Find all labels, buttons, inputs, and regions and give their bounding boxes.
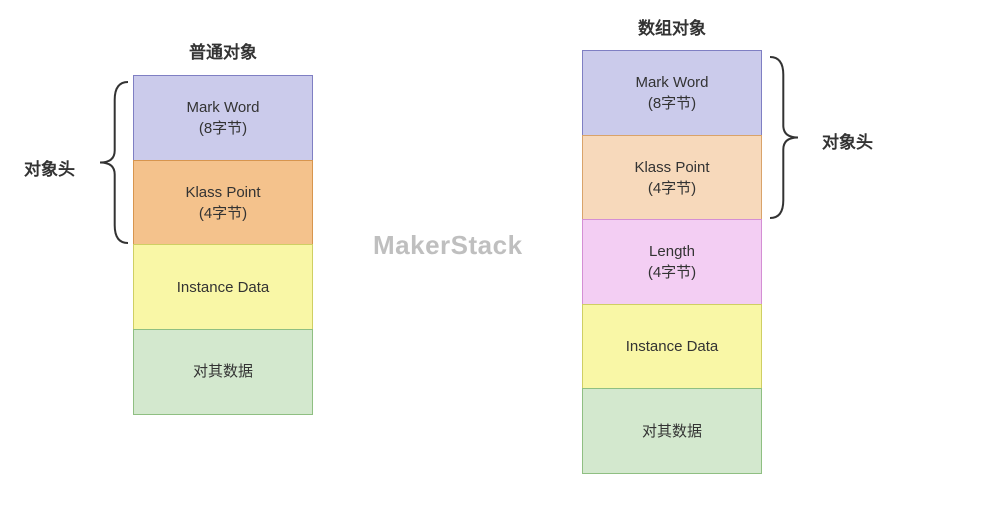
box-line1: Instance Data [626, 336, 719, 357]
box-line2: (4字节) [199, 203, 247, 224]
box-line2: (8字节) [648, 93, 696, 114]
stack-box: Mark Word(8字节) [133, 75, 313, 161]
box-line1: 对其数据 [642, 421, 702, 442]
right-brace-icon [768, 55, 802, 220]
left-brace-label: 对象头 [24, 155, 75, 180]
stack-box: Klass Point(4字节) [133, 160, 313, 246]
right-title: 数组对象 [582, 14, 762, 39]
box-line1: Instance Data [177, 277, 270, 298]
stack-box: Mark Word(8字节) [582, 50, 762, 136]
right-stack: Mark Word(8字节)Klass Point(4字节)Length(4字节… [582, 50, 762, 474]
box-line2: (4字节) [648, 262, 696, 283]
left-title: 普通对象 [133, 38, 313, 63]
box-line1: Length [649, 241, 695, 262]
box-line1: Mark Word [635, 72, 708, 93]
box-line1: Mark Word [186, 97, 259, 118]
stack-box: Klass Point(4字节) [582, 135, 762, 221]
box-line2: (4字节) [648, 178, 696, 199]
box-line1: Klass Point [185, 182, 260, 203]
stack-box: Instance Data [582, 304, 762, 390]
right-brace-label: 对象头 [822, 128, 873, 153]
box-line1: Klass Point [634, 157, 709, 178]
stack-box: Instance Data [133, 244, 313, 330]
left-stack: Mark Word(8字节)Klass Point(4字节)Instance D… [133, 75, 313, 415]
stack-box: Length(4字节) [582, 219, 762, 305]
stack-box: 对其数据 [582, 388, 762, 474]
box-line1: 对其数据 [193, 361, 253, 382]
stack-box: 对其数据 [133, 329, 313, 415]
left-brace-icon [96, 80, 130, 245]
box-line2: (8字节) [199, 118, 247, 139]
watermark-text: MakerStack [373, 230, 523, 261]
